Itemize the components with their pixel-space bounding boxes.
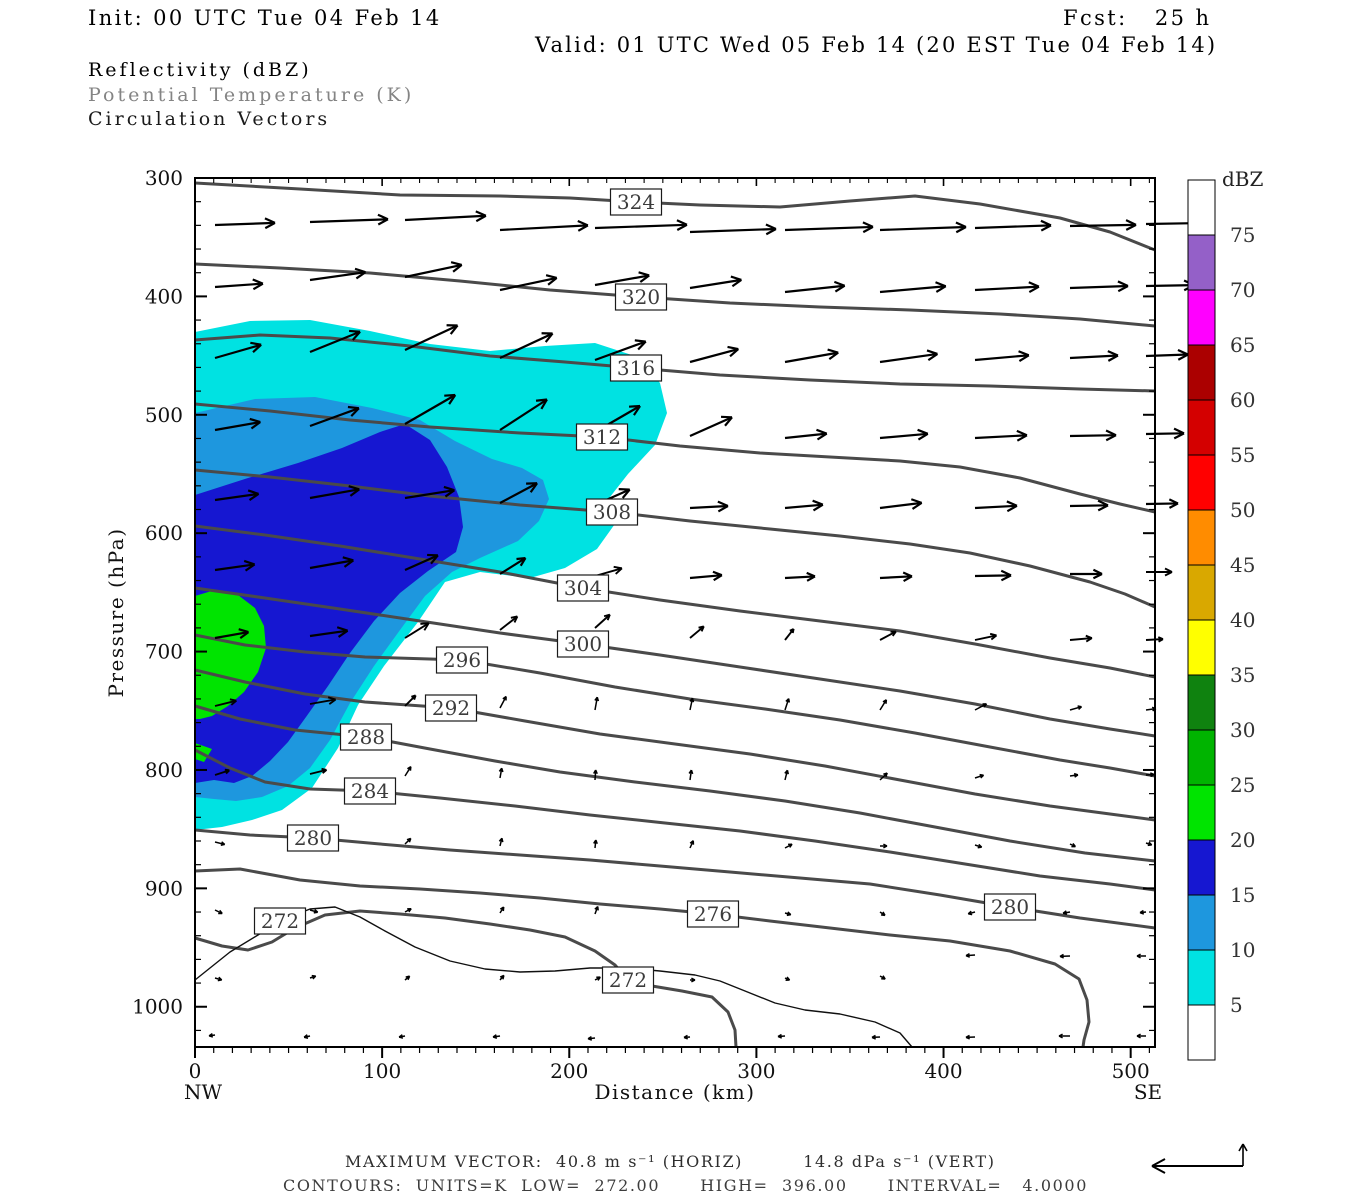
svg-text:320: 320 [622, 285, 660, 309]
y-tick-label: 300 [145, 166, 183, 190]
theta-contour-300 [194, 586, 1156, 738]
svg-text:284: 284 [351, 779, 389, 803]
x-tick-label: 300 [737, 1059, 775, 1083]
colorbar-tick-label: 65 [1230, 333, 1255, 357]
theta-contour-284 [194, 748, 1156, 892]
theta-contour-276 [194, 867, 1091, 1048]
theta-contour-272 [194, 909, 738, 1048]
svg-text:280: 280 [294, 826, 332, 850]
x-axis-title: Distance (km) [594, 1080, 755, 1104]
y-tick-label: 700 [145, 640, 183, 664]
theta-contours [194, 181, 1156, 1048]
field-label-potential-temperature: Potential Temperature (K) [88, 84, 415, 106]
theta-contour-308 [194, 468, 1156, 609]
y-tick-label: 800 [145, 758, 183, 782]
theta-contour-296 [194, 633, 1156, 778]
theta-contour-324 [194, 181, 1156, 252]
field-label-reflectivity: Reflectivity (dBZ) [88, 59, 312, 81]
colorbar-tick-label: 70 [1230, 278, 1255, 302]
contours-info-caption: CONTOURS: UNITS=K LOW= 272.00 HIGH= 396.… [283, 1176, 1088, 1195]
svg-text:312: 312 [583, 425, 621, 449]
colorbar-tick-label: 15 [1230, 883, 1255, 907]
reference-vector [1151, 1143, 1248, 1174]
valid-time-label: Valid: 01 UTC Wed 05 Feb 14 (20 EST Tue … [535, 33, 1218, 57]
svg-text:292: 292 [432, 696, 470, 720]
y-tick-label: 900 [145, 876, 183, 900]
colorbar-tick-label: 20 [1230, 828, 1255, 852]
theta-contour-292 [194, 668, 1156, 822]
x-tick-label: 100 [363, 1059, 401, 1083]
svg-text:280: 280 [991, 895, 1029, 919]
x-tick-label: 400 [924, 1059, 962, 1083]
svg-text:324: 324 [617, 190, 655, 214]
colorbar-tick-label: 75 [1230, 223, 1255, 247]
reflectivity-fills [195, 320, 667, 830]
colorbar-tick-label: 10 [1230, 938, 1255, 962]
svg-text:272: 272 [609, 968, 647, 992]
y-tick-label: 1000 [132, 995, 183, 1019]
y-tick-label: 600 [145, 521, 183, 545]
forecast-hour-label: Fcst: 25 h [1063, 6, 1212, 30]
max-vector-caption: MAXIMUM VECTOR: 40.8 m s⁻¹ (HORIZ) 14.8 … [345, 1152, 996, 1171]
axes: 0 100 200 300 400 500 300 400 500 600 700 800 900 100… [104, 166, 1162, 1104]
contour-labels: 324 320 316 312 308 304 300 296 292 288 284 280 280 2… [253, 188, 1037, 994]
x-tick-label: 500 [1112, 1059, 1150, 1083]
svg-text:300: 300 [564, 632, 602, 656]
theta-contour-304 [194, 524, 1156, 679]
svg-text:272: 272 [261, 909, 299, 933]
colorbar-tick-label: 5 [1230, 993, 1243, 1017]
circulation-vectors [208, 210, 1202, 1041]
colorbar-tick-label: 60 [1230, 388, 1255, 412]
colorbar-tick-label: 45 [1230, 553, 1255, 577]
colorbar-tick-label: 40 [1230, 608, 1255, 632]
svg-text:304: 304 [564, 576, 602, 600]
y-tick-label: 500 [145, 403, 183, 427]
x-tick-label: 200 [550, 1059, 588, 1083]
svg-text:308: 308 [593, 500, 631, 524]
theta-contour-288 [194, 704, 1156, 863]
svg-text:288: 288 [347, 725, 385, 749]
svg-text:316: 316 [617, 356, 655, 380]
reflectivity-region-20dbz [195, 590, 266, 719]
reflectivity-region-20dbz [195, 743, 212, 762]
reflectivity-region-15dbz [195, 424, 463, 783]
colorbar: 75 70 65 60 55 50 45 40 35 30 25 20 15 10 5 dBZ [1187, 167, 1264, 1061]
colorbar-tick-label: 50 [1230, 498, 1255, 522]
y-tick-label: 400 [145, 284, 183, 308]
colorbar-tick-label: 55 [1230, 443, 1255, 467]
theta-contour-312 [194, 402, 1156, 514]
colorbar-tick-label: 25 [1230, 773, 1255, 797]
theta-contour-320 [194, 262, 1156, 328]
field-label-circulation-vectors: Circulation Vectors [88, 108, 331, 130]
init-time-label: Init: 00 UTC Tue 04 Feb 14 [88, 6, 442, 30]
x-tick-label: 0 [189, 1059, 202, 1083]
svg-text:276: 276 [694, 902, 732, 926]
colorbar-tick-label: 30 [1230, 718, 1255, 742]
y-axis-title: Pressure (hPa) [104, 528, 128, 698]
colorbar-title: dBZ [1222, 167, 1264, 191]
x-axis-right-end-label: SE [1134, 1080, 1162, 1104]
colorbar-tick-label: 35 [1230, 663, 1255, 687]
theta-contour-272 [194, 906, 913, 1048]
x-axis-left-end-label: NW [184, 1080, 223, 1104]
svg-text:296: 296 [443, 648, 481, 672]
